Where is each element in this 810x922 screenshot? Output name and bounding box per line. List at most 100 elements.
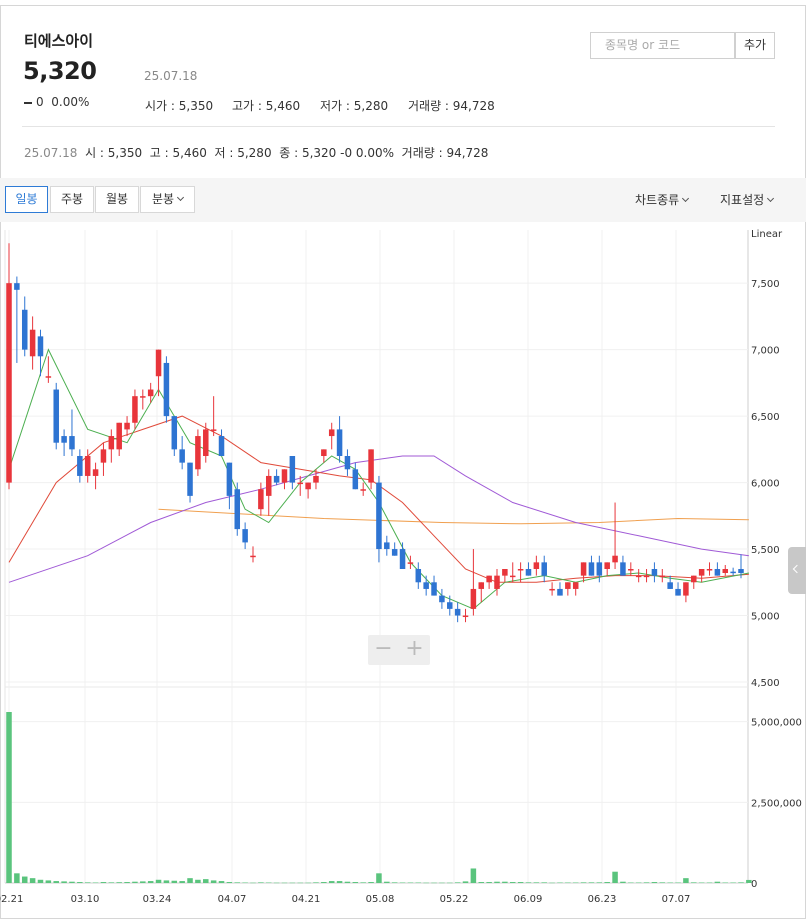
tab-monthly[interactable]: 월봉 <box>95 186 139 213</box>
volume-bar <box>407 882 414 884</box>
candle <box>69 409 75 456</box>
candle <box>612 502 618 569</box>
candle <box>360 482 366 496</box>
candle-body <box>53 389 59 443</box>
y-tick-label: 6,000 <box>751 479 780 490</box>
zoom-in-button[interactable]: + <box>405 636 424 661</box>
volume-bar <box>305 882 311 884</box>
volume-bar <box>549 882 555 884</box>
candle-body <box>352 469 359 490</box>
candle-body <box>116 422 122 450</box>
candle <box>722 565 729 576</box>
current-price: 5,320 <box>23 57 97 85</box>
candle-body <box>328 429 335 437</box>
candle-body <box>454 608 461 616</box>
candle <box>250 546 256 563</box>
tab-weekly[interactable]: 주봉 <box>50 186 94 213</box>
candle <box>77 449 83 483</box>
candle <box>116 422 122 456</box>
volume-bar <box>344 881 351 883</box>
volume-bar <box>179 881 185 883</box>
volume-bar <box>234 882 241 883</box>
volume-bar <box>140 881 146 883</box>
tab-daily[interactable]: 일봉 <box>5 186 48 213</box>
candle-body <box>478 582 485 589</box>
candle-body <box>604 562 610 569</box>
ohlc-open: 시 : 5,350 <box>85 146 143 160</box>
candle <box>651 562 658 583</box>
candle-body <box>61 436 67 443</box>
x-tick-label: 06.09 <box>514 894 543 905</box>
candle <box>517 562 524 583</box>
candle-body <box>29 329 36 357</box>
volume-bars <box>6 712 752 884</box>
candle <box>140 389 146 410</box>
ohlc-close: 종 : 5,320 -0 0.00% <box>279 146 395 160</box>
candle <box>242 522 248 550</box>
candle-body <box>439 595 445 603</box>
candle-body <box>281 469 288 483</box>
candle-body <box>533 562 540 569</box>
candle-body <box>250 555 256 558</box>
volume-bar <box>384 881 390 883</box>
volume-bar <box>659 882 666 883</box>
volume-bar <box>297 882 303 884</box>
candle-body <box>620 562 626 576</box>
candle <box>14 276 20 363</box>
candle <box>454 602 461 623</box>
chart-type-menu[interactable]: 차트종류 <box>635 191 690 208</box>
side-panel-toggle[interactable] <box>788 547 806 594</box>
candle <box>391 542 398 556</box>
candle-body <box>155 349 162 377</box>
candle <box>691 575 697 589</box>
add-button[interactable]: 추가 <box>735 32 775 59</box>
volume-tick-label: 0 <box>751 879 757 890</box>
volume-value: 거래량 : 94,728 <box>408 99 495 113</box>
volume-bar <box>195 879 201 883</box>
indicator-settings-menu[interactable]: 지표설정 <box>720 191 775 208</box>
candle-body <box>84 456 91 476</box>
volume-bar <box>730 882 736 884</box>
volume-bar <box>439 882 445 884</box>
candle <box>352 462 359 490</box>
candle-body <box>509 575 516 578</box>
volume-bar <box>163 880 170 883</box>
tab-minute[interactable]: 분봉 <box>140 186 195 213</box>
candle <box>572 582 579 596</box>
stock-search-input[interactable]: 종목명 or 코드 <box>590 32 735 59</box>
candle-body <box>565 582 571 589</box>
zoom-out-button[interactable]: − <box>374 636 393 661</box>
volume-bar <box>61 881 67 883</box>
candle <box>258 482 264 516</box>
volume-bar <box>612 871 618 883</box>
candle-body <box>643 575 650 578</box>
candle <box>53 382 59 450</box>
candle-body <box>698 569 705 576</box>
candle <box>313 469 319 490</box>
candle <box>376 475 382 563</box>
volume-bar <box>541 882 547 883</box>
candle <box>502 569 508 583</box>
volume-bar <box>116 882 122 883</box>
candle-body <box>596 562 603 576</box>
candle-body <box>635 575 642 578</box>
candle-body <box>580 562 587 576</box>
volume-bar <box>391 882 398 883</box>
candle <box>643 569 650 583</box>
candle <box>462 608 469 623</box>
volume-bar <box>675 882 681 884</box>
candle <box>297 475 303 496</box>
candle-body <box>714 569 721 576</box>
candle-body <box>588 562 595 576</box>
candle <box>187 462 193 503</box>
volume-bar <box>84 882 91 883</box>
volume-bar <box>210 880 217 883</box>
candle-body <box>140 396 146 398</box>
candle-body <box>234 489 241 530</box>
candle-body <box>21 309 28 350</box>
ohlc-volume: 거래량 : 94,728 <box>401 146 489 160</box>
x-tick-label: 05.08 <box>366 894 395 905</box>
candle <box>407 555 414 569</box>
volume-bar <box>557 882 563 884</box>
